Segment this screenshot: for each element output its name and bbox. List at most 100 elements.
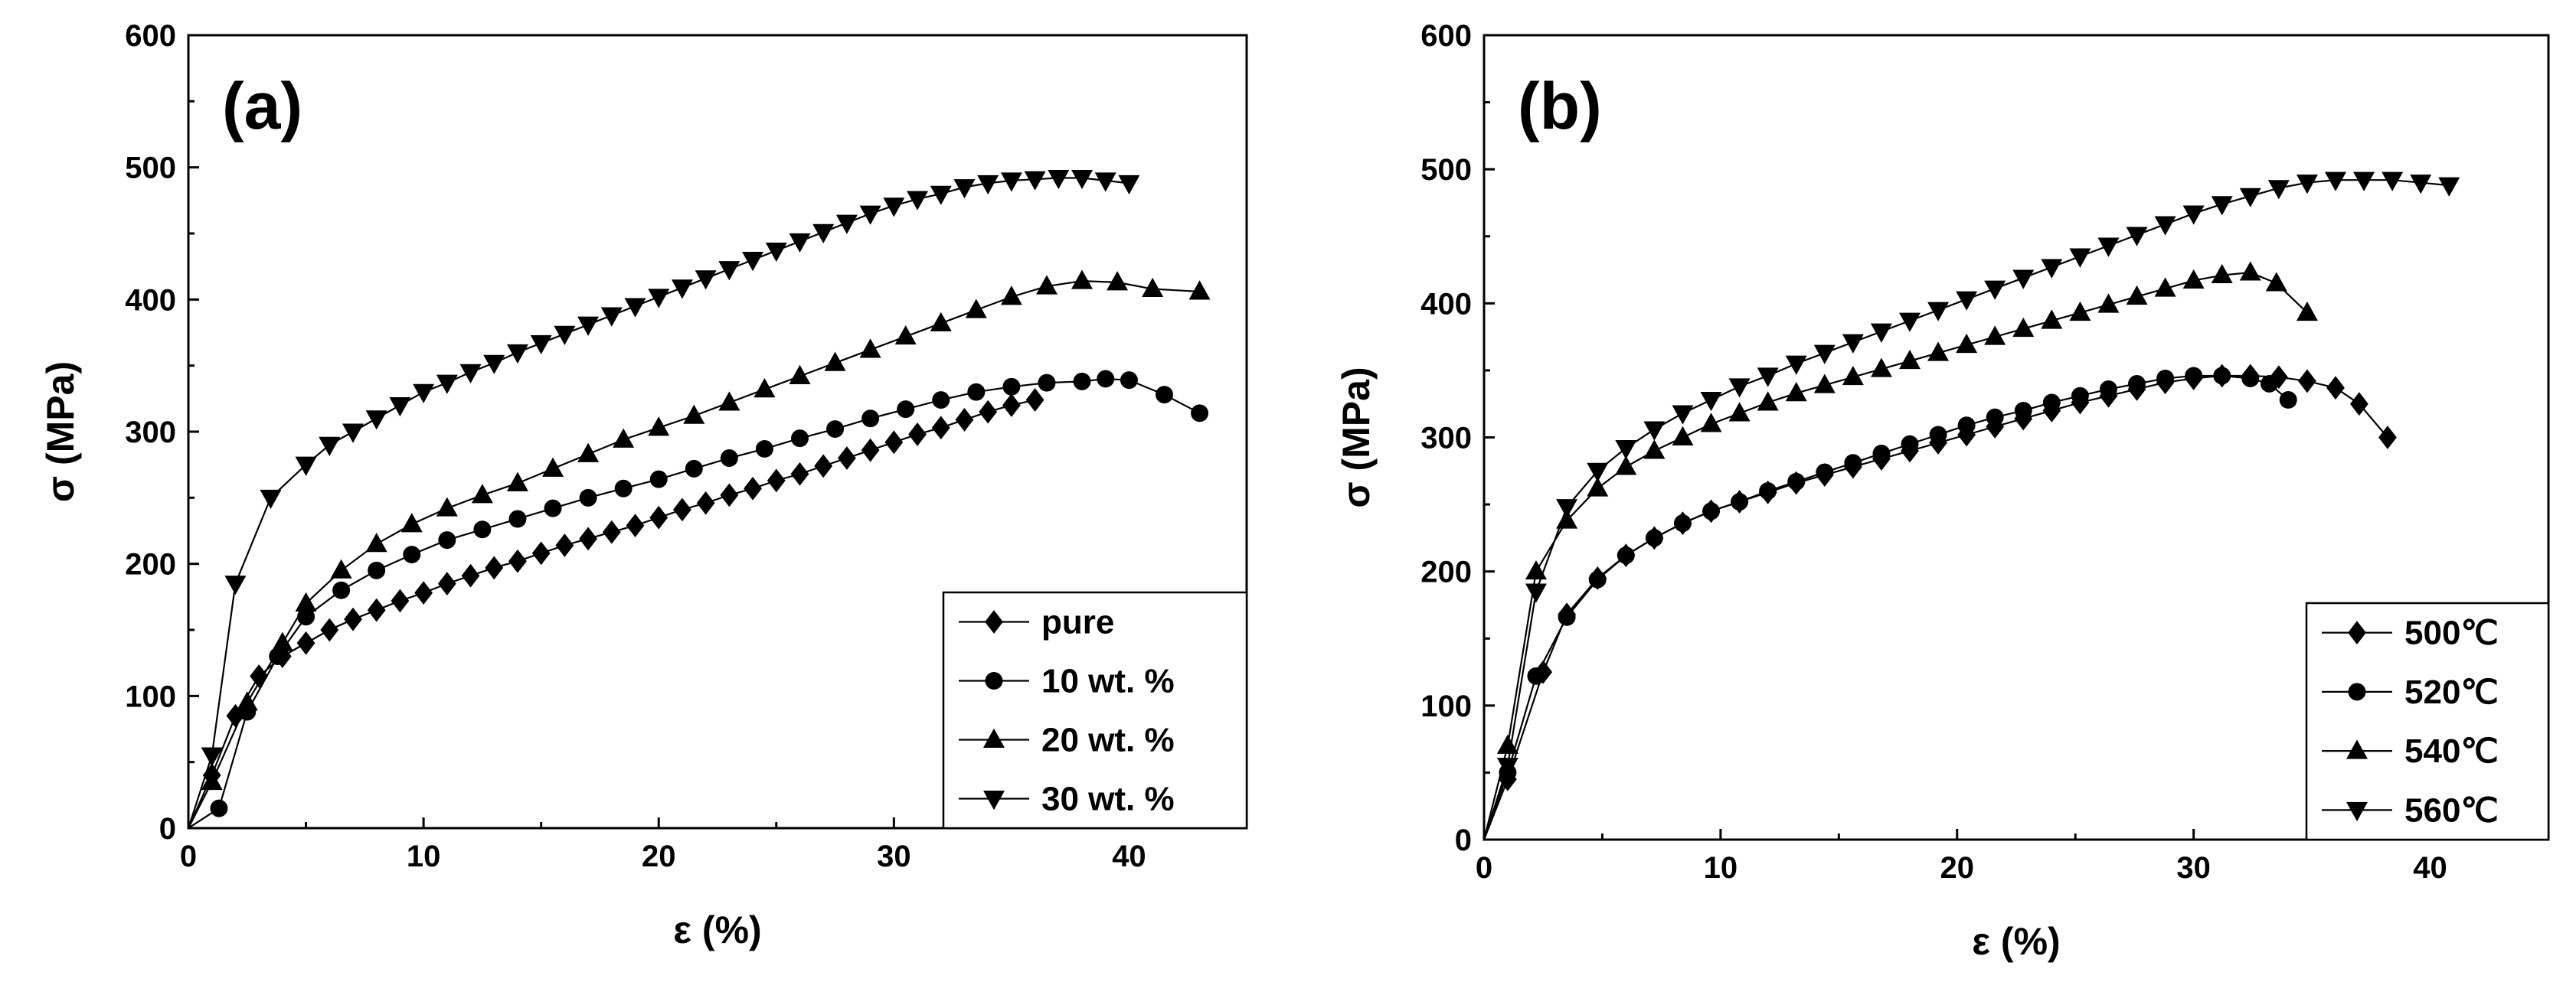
panel-label: (b) [1518,70,1602,143]
legend-marker-triangle-down [983,791,1005,811]
data-point [1929,426,1947,444]
x-tick-label: 20 [1940,851,1975,885]
data-point [330,559,352,579]
data-point [2069,301,2091,321]
data-point [1672,405,1694,425]
data-point [1984,325,2006,345]
data-point [1094,172,1116,192]
data-point [365,410,387,430]
data-point [531,541,551,566]
data-point [295,592,317,612]
data-point [907,191,929,210]
data-point [2349,392,2368,416]
data-point [859,338,881,358]
x-tick-label: 0 [180,840,197,873]
y-tick-label: 200 [1420,556,1472,589]
data-point [2296,301,2318,321]
data-point [1643,439,1666,459]
data-point [2378,426,2397,449]
y-tick-label: 600 [125,19,176,53]
data-point [471,484,493,504]
series-20-wt [188,269,1211,829]
data-point [744,476,762,501]
series-520c [1483,367,2297,840]
data-point [718,261,740,281]
data-point [2128,374,2146,393]
data-point [1956,333,1978,354]
legend: pure 10 wt. % 20 wt. % 30 wt. % [942,591,1248,830]
y-tick-label: 0 [159,812,176,846]
data-point [1527,667,1545,685]
data-point [789,364,811,384]
data-point [1757,391,1779,411]
y-tick-label: 100 [1420,690,1472,723]
data-point [685,459,703,478]
data-point [1673,514,1692,533]
data-point [579,488,597,507]
data-point [2154,277,2176,297]
data-point [767,468,786,493]
data-point [2071,387,2089,405]
legend-label: 540℃ [2404,732,2499,770]
data-point [1870,357,1892,377]
data-point [236,691,258,711]
data-point [2154,216,2176,236]
series-line [1483,271,2308,840]
data-point [579,527,597,551]
data-point [554,325,576,345]
data-point [530,334,552,355]
data-point [436,374,458,394]
data-point [1107,271,1129,291]
data-point [210,799,228,817]
data-point [438,531,456,550]
data-point [965,298,987,318]
data-point [2239,261,2261,281]
data-point [473,520,492,539]
data-point [1000,285,1022,305]
data-point [1672,426,1694,445]
data-point [2269,365,2288,390]
data-point [1842,334,1864,354]
data-point [883,197,905,217]
legend-marker-circle [985,672,1003,690]
legend-marker-diamond [2348,621,2366,645]
data-point [269,648,287,666]
y-axis-title: σ (MPa) [1335,367,1378,507]
legend-label: 20 wt. % [1041,722,1175,759]
data-point [506,471,528,491]
data-point [1842,365,1864,386]
x-tick-label: 10 [407,840,441,873]
data-point [1956,291,1978,311]
data-point [403,546,421,564]
data-point [2012,317,2035,338]
series-30-wt [187,169,1140,829]
data-point [2126,227,2148,246]
y-tick-label: 500 [1420,153,1472,187]
y-tick-label: 0 [1455,824,1472,857]
data-point [683,404,705,424]
data-point [814,454,833,478]
data-point [1024,171,1046,191]
data-point [365,533,387,553]
data-point [1071,269,1093,289]
data-point [1899,349,1921,370]
data-point [2325,171,2346,191]
data-point [1142,277,1164,298]
data-point [1813,344,1836,364]
y-tick-label: 400 [1420,287,1472,321]
data-point [1556,499,1578,519]
series-560c [1483,171,2460,840]
data-point [930,312,952,331]
data-point [1496,734,1518,754]
data-point [1097,370,1115,388]
data-point [1587,477,1609,497]
data-point [320,618,339,642]
data-point [332,581,351,599]
legend-marker-diamond [985,610,1003,634]
data-point [1700,413,1722,432]
legend-marker-circle [2348,683,2366,701]
data-point [224,576,247,595]
data-point [2438,177,2460,197]
data-point [1757,367,1779,387]
